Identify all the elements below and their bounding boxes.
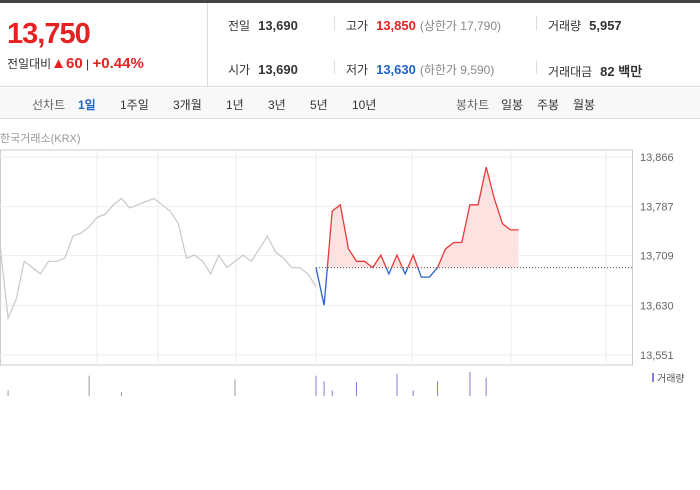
y-tick-label: 13,630 (640, 300, 674, 312)
stat-label: 거래량 (548, 19, 582, 33)
change-label: 전일대비 (7, 57, 52, 71)
volume-bar (356, 382, 358, 396)
stat-note: (하한가 9,590) (419, 63, 495, 77)
quote-header: 13,750 전일대비▲60 | +0.44% 전일 13,690 고가 13,850… (0, 0, 700, 87)
stat: 저가 13,630 (하한가 9,590) (346, 61, 494, 78)
price-box: 13,750 전일대비▲60 | +0.44% (0, 3, 208, 87)
period-tab[interactable]: 1년 (226, 98, 244, 112)
stat-value: 13,850 (376, 18, 416, 33)
tab-bar: 선차트 1일 1주일 3개월 1년 3년 5년 10년 봉차트 일봉 주봉 월봉 (0, 88, 700, 119)
volume-bar (331, 390, 333, 396)
y-tick-label: 13,787 (640, 202, 674, 214)
stat-value: 13,690 (258, 18, 298, 33)
separator (536, 60, 537, 74)
price: 13,750 (7, 18, 91, 50)
price-line-prior (0, 197, 317, 321)
volume-bar (121, 392, 123, 396)
area (316, 167, 519, 268)
stat-value: 13,690 (258, 62, 298, 77)
volume-bar (323, 381, 325, 396)
stat-value: 13,630 (376, 62, 416, 77)
tab-group-label: 선차트 (32, 98, 66, 112)
change-value: ▲60 (51, 55, 83, 72)
stats-row: 시가 13,690 저가 13,630 (하한가 9,590) 거래대금 82 백만 (208, 47, 700, 89)
volume-legend: 거래량 (657, 373, 685, 385)
price-line (315, 166, 519, 268)
period-tab[interactable]: 3년 (268, 98, 286, 112)
candle-tab[interactable]: 주봉 (537, 98, 560, 112)
stat: 거래대금 82 백만 (548, 61, 642, 80)
candle-tab[interactable]: 월봉 (573, 98, 596, 112)
volume-bar (396, 373, 398, 396)
period-tab[interactable]: 1주일 (120, 98, 149, 112)
stat-label: 전일 (228, 19, 251, 33)
tab-group-label: 봉차트 (456, 98, 490, 112)
separator (334, 60, 335, 74)
stat-label: 시가 (228, 63, 251, 77)
period-tab[interactable]: 3개월 (173, 98, 202, 112)
volume-bar (88, 375, 90, 396)
separator (536, 16, 537, 30)
period-tab[interactable]: 1일 (78, 98, 96, 112)
stat-note: (상한가 17,790) (419, 19, 502, 33)
period-tab[interactable]: 5년 (310, 98, 328, 112)
candle-tab[interactable]: 일봉 (501, 98, 524, 112)
stat-value: 82 백만 (600, 64, 643, 79)
stat: 거래량 5,957 (548, 17, 622, 34)
period-tab[interactable]: 10년 (352, 98, 377, 112)
stat-label: 거래대금 (548, 65, 593, 79)
volume-bar (234, 379, 236, 396)
stat-label: 고가 (346, 19, 369, 33)
change: 전일대비▲60 | +0.44% (7, 55, 144, 72)
stat: 시가 13,690 (228, 61, 298, 78)
volume-bar (7, 390, 9, 396)
volume-bar (469, 372, 471, 396)
volume-legend-swatch (652, 373, 654, 382)
stat: 고가 13,850 (상한가 17,790) (346, 17, 501, 34)
stat-label: 저가 (346, 63, 369, 77)
volume-bar (315, 375, 317, 396)
volume-bar (437, 381, 439, 396)
stats-row: 전일 13,690 고가 13,850 (상한가 17,790) 거래량 5,957 (208, 3, 700, 45)
change-pct: +0.44% (92, 55, 144, 72)
stat: 전일 13,690 (228, 17, 298, 34)
volume-bar (412, 390, 414, 396)
source-label: 한국거래소(KRX) (0, 132, 81, 145)
y-tick-label: 13,709 (640, 251, 674, 263)
volume-bar (485, 377, 487, 396)
y-tick-label: 13,551 (640, 350, 674, 362)
stat-value: 5,957 (589, 18, 622, 33)
y-tick-label: 13,866 (640, 152, 674, 164)
separator (334, 16, 335, 30)
